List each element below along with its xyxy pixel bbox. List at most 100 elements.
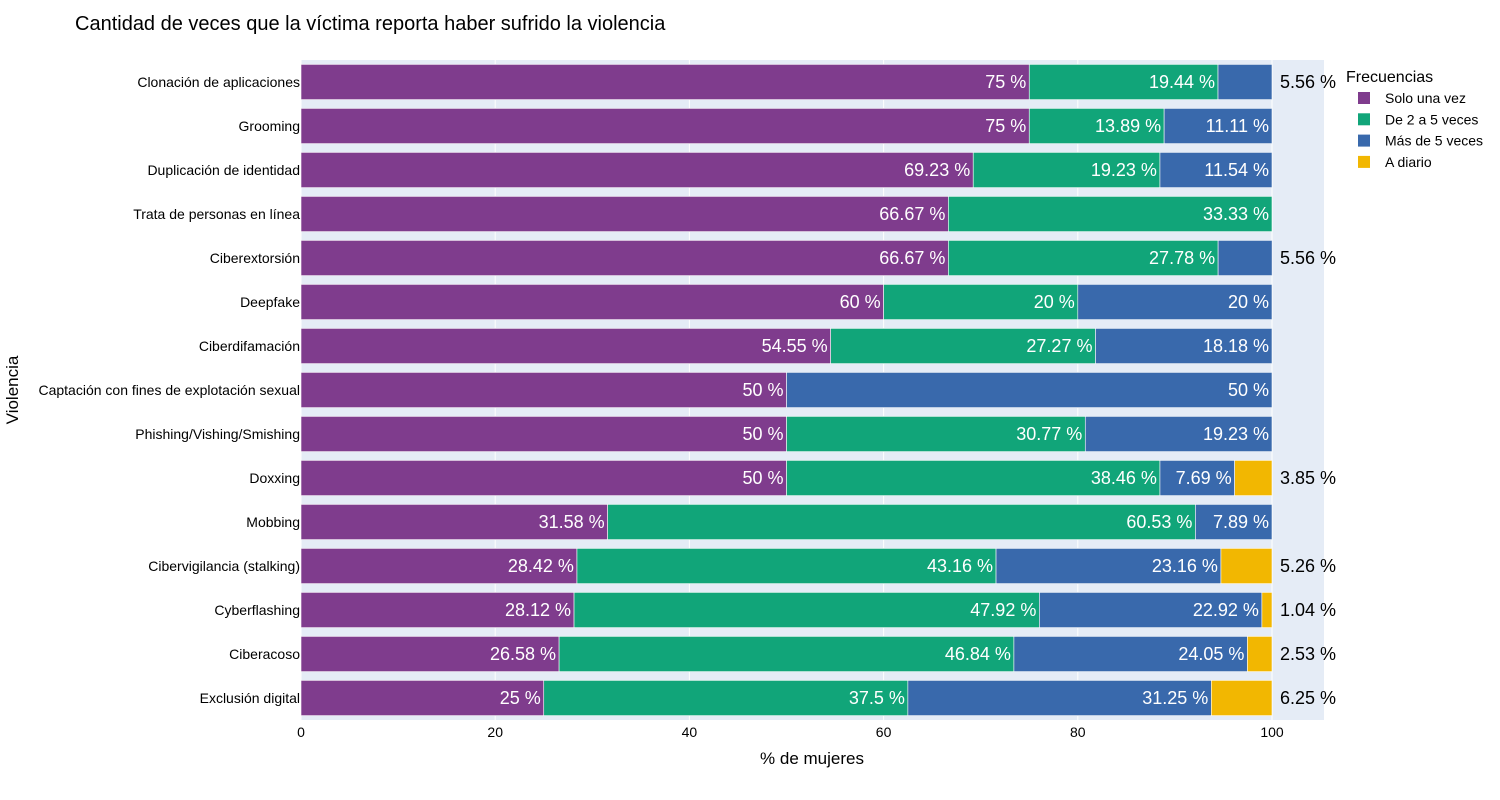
data-label: 27.78 % (1149, 248, 1215, 268)
x-axis-title: % de mujeres (760, 749, 864, 768)
bar-segment (786, 460, 1161, 496)
y-axis-title: Violencia (3, 355, 22, 424)
data-label: 19.23 % (1091, 160, 1157, 180)
category-label: Deepfake (240, 294, 300, 310)
data-label: 5.56 % (1280, 72, 1336, 92)
data-label: 13.89 % (1095, 116, 1161, 136)
data-label: 3.85 % (1280, 468, 1336, 488)
category-label: Cibervigilancia (stalking) (148, 558, 300, 574)
legend: Frecuencias Solo una vez De 2 a 5 veces Má… (1346, 69, 1483, 170)
x-tick-label: 100 (1260, 724, 1284, 740)
legend-swatch (1358, 92, 1370, 104)
data-label: 46.84 % (945, 644, 1011, 664)
bar-segment (1159, 460, 1235, 496)
legend-items: Solo una vez De 2 a 5 veces Más de 5 veces… (1358, 90, 1483, 170)
legend-swatch (1358, 155, 1370, 168)
bar-segment (786, 416, 1086, 452)
category-label: Phishing/Vishing/Smishing (135, 426, 300, 442)
bar-segment (576, 548, 997, 584)
bar-segment (1039, 592, 1263, 628)
bar-segment (1220, 548, 1273, 584)
data-label: 31.25 % (1142, 688, 1208, 708)
data-label: 7.69 % (1176, 468, 1232, 488)
data-label: 20 % (1034, 292, 1075, 312)
data-label: 50 % (742, 468, 783, 488)
category-label: Clonación de aplicaciones (137, 74, 300, 90)
data-label: 50 % (742, 424, 783, 444)
bar-segment (1095, 328, 1273, 364)
data-label: 54.55 % (762, 336, 828, 356)
bar-segment (883, 284, 1079, 320)
bar-segment (1028, 108, 1165, 144)
category-label: Grooming (239, 118, 300, 134)
bar-segment (830, 328, 1096, 364)
chart-title: Cantidad de veces que la víctima reporta… (75, 13, 666, 35)
bar-segment (1261, 592, 1273, 628)
legend-swatch (1358, 134, 1370, 147)
data-label: 23.16 % (1152, 556, 1218, 576)
legend-entry: Solo una vez (1385, 90, 1466, 106)
bar-segment (300, 240, 949, 276)
data-label: 69.23 % (904, 160, 970, 180)
bar-segment (300, 328, 831, 364)
category-label: Mobbing (246, 514, 300, 530)
data-label: 31.58 % (539, 512, 605, 532)
bar-segment (300, 636, 560, 672)
data-label: 19.44 % (1149, 72, 1215, 92)
bar-segment (1247, 636, 1273, 672)
data-label: 66.67 % (879, 248, 945, 268)
data-label: 37.5 % (849, 688, 905, 708)
data-label: 60 % (840, 292, 881, 312)
data-label: 22.92 % (1193, 600, 1259, 620)
bar-segment (786, 372, 1273, 408)
data-label: 50 % (742, 380, 783, 400)
bar-segment (300, 372, 787, 408)
bar-segment (1084, 416, 1273, 452)
category-label: Ciberdifamación (199, 338, 300, 354)
bar-segment (1028, 64, 1219, 100)
data-label: 28.12 % (505, 600, 571, 620)
y-category-labels: Clonación de aplicaciones Grooming Duplica… (38, 74, 300, 706)
category-label: Ciberacoso (229, 646, 300, 662)
legend-entry: A diario (1385, 154, 1432, 170)
x-tick-label: 80 (1070, 724, 1086, 740)
bar-segment (1077, 284, 1273, 320)
data-label: 20 % (1228, 292, 1269, 312)
data-label: 18.18 % (1203, 336, 1269, 356)
bar-segment (1217, 64, 1273, 100)
bar-segment (1217, 240, 1273, 276)
category-label: Trata de personas en línea (133, 206, 300, 222)
data-label: 30.77 % (1016, 424, 1082, 444)
data-label: 24.05 % (1178, 644, 1244, 664)
category-label: Cyberflashing (214, 602, 300, 618)
bar-segment (300, 548, 578, 584)
bar-segment (300, 416, 787, 452)
bar-segment (1159, 152, 1273, 188)
bar-segment (573, 592, 1040, 628)
bar-segment (300, 680, 545, 716)
bar-segment (1234, 460, 1273, 496)
data-label: 11.11 % (1206, 116, 1269, 136)
x-tick-labels: 0 20 40 60 80 100 (297, 724, 1284, 740)
data-label: 11.54 % (1204, 160, 1269, 180)
data-label: 28.42 % (508, 556, 574, 576)
legend-swatch (1358, 113, 1370, 126)
bar-segment (1013, 636, 1248, 672)
bar-segment (972, 152, 1161, 188)
x-tick-label: 20 (487, 724, 503, 740)
data-label: 2.53 % (1280, 644, 1336, 664)
bar-segment (1163, 108, 1273, 144)
data-label: 66.67 % (879, 204, 945, 224)
data-label: 5.26 % (1280, 556, 1336, 576)
data-label: 75 % (985, 72, 1026, 92)
data-label: 50 % (1228, 380, 1269, 400)
data-label: 25 % (500, 688, 541, 708)
bar-segment (300, 592, 575, 628)
bar-segment (995, 548, 1222, 584)
data-label: 60.53 % (1126, 512, 1192, 532)
data-label: 26.58 % (490, 644, 556, 664)
x-tick-label: 0 (297, 724, 305, 740)
category-label: Captación con fines de explotación sexua… (38, 382, 300, 398)
bar-segment (907, 680, 1212, 716)
data-label: 7.89 % (1213, 512, 1269, 532)
